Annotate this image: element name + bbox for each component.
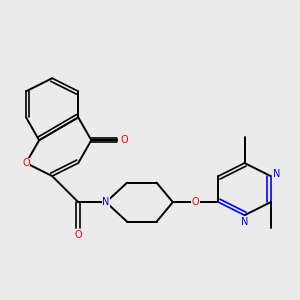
Text: N: N [241,217,248,227]
Text: O: O [22,158,30,168]
Text: O: O [74,230,82,240]
Text: N: N [273,169,280,179]
Text: O: O [121,135,128,145]
Text: N: N [102,197,110,207]
Text: O: O [192,197,200,207]
